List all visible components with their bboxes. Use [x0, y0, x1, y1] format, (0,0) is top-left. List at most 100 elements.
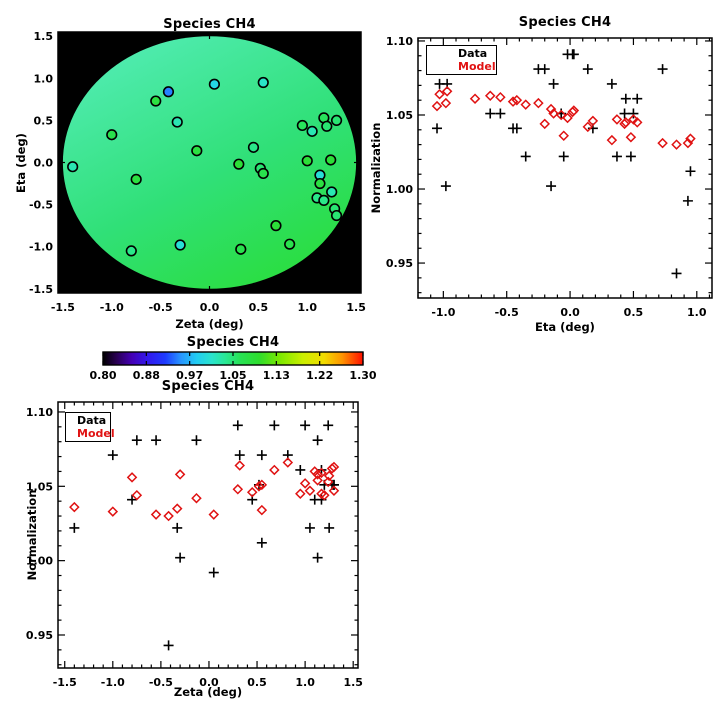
- data-point-plus: [163, 640, 174, 651]
- data-point-plus: [558, 151, 569, 162]
- map-point-circle: [125, 245, 137, 257]
- data-point-plus: [256, 537, 267, 548]
- data-point-plus: [606, 78, 617, 89]
- model-point-diamond: [619, 118, 630, 130]
- data-point-plus: [432, 123, 443, 134]
- model-point-diamond: [582, 121, 594, 133]
- model-point-diamond: [507, 96, 519, 107]
- x-axis-label: Zeta (deg): [173, 685, 243, 699]
- model-point-diamond: [495, 91, 506, 103]
- x-tick-label: -1.0: [100, 301, 124, 314]
- model-point-diamond: [520, 99, 531, 110]
- colorbar: 0.80 0.88 0.97 1.05 1.13 1.22 1.30: [89, 351, 377, 382]
- x-tick-label: 0.5: [249, 301, 269, 314]
- model-point-diamond: [246, 486, 258, 498]
- model-point-diamond: [469, 93, 481, 104]
- map-point-circle: [314, 177, 326, 190]
- data-point-plus: [568, 49, 579, 60]
- x-tick-label: -1.0: [431, 306, 455, 319]
- data-point-plus: [300, 420, 311, 431]
- model-point-diamond: [441, 86, 453, 97]
- data-point-plus: [312, 435, 323, 446]
- colorbar-tick-label: 1.05: [219, 369, 246, 382]
- model-point-diamond: [322, 476, 334, 488]
- y-tick-label: 0.95: [26, 629, 53, 642]
- model-point-diamond: [282, 457, 294, 468]
- data-point-plus: [485, 108, 496, 119]
- legend-model-label: Model: [458, 60, 496, 73]
- y-tick-label: 1.10: [26, 406, 53, 419]
- model-point-diamond: [234, 460, 245, 471]
- model-point-diamond: [150, 509, 162, 520]
- data-point-plus: [269, 420, 280, 431]
- map-point-circle: [321, 120, 333, 132]
- map-point-circle: [318, 194, 330, 206]
- colorbar-tick-label: 0.88: [133, 369, 160, 382]
- legend-data-label: Data: [77, 414, 107, 427]
- data-point-plus: [312, 552, 323, 563]
- data-point-plus: [191, 435, 202, 446]
- x-tick-label: -0.5: [149, 676, 173, 689]
- map-point-circle: [306, 125, 318, 137]
- y-tick-label: 1.05: [26, 480, 53, 493]
- x-tick-label: 1.0: [687, 306, 707, 319]
- colorbar-tick-label: 0.97: [176, 369, 203, 382]
- colorbar-tick-label: 1.30: [349, 369, 376, 382]
- model-point-diamond: [171, 503, 183, 514]
- y-tick-label: 0.0: [34, 157, 54, 170]
- map-point-circle: [325, 154, 337, 166]
- data-point-plus: [304, 522, 315, 533]
- legend-data-label: Data: [458, 47, 488, 60]
- x-tick-label: 1.5: [346, 301, 366, 314]
- x-tick-label: -1.5: [51, 301, 75, 314]
- model-point-diamond: [484, 90, 496, 102]
- data-point-plus: [324, 522, 335, 533]
- model-point-diamond: [304, 485, 316, 497]
- map-point-circle: [106, 129, 118, 141]
- model-point-diamond: [107, 506, 119, 517]
- model-point-diamond: [309, 466, 320, 477]
- model-point-diamond: [328, 485, 340, 497]
- data-point-plus: [234, 450, 245, 461]
- y-tick-label: 0.5: [34, 114, 54, 127]
- data-point-plus: [440, 181, 451, 192]
- model-point-diamond: [126, 472, 138, 483]
- model-point-diamond: [434, 89, 445, 100]
- data-point-plus: [208, 567, 219, 578]
- data-point-plus: [619, 108, 630, 119]
- map-point-circle: [296, 119, 308, 132]
- model-point-diamond: [657, 137, 668, 149]
- data-point-plus: [323, 420, 334, 431]
- x-tick-label: -1.0: [101, 676, 125, 689]
- model-point-diamond: [606, 134, 618, 146]
- map-point-circle: [174, 239, 186, 251]
- map-point-circle: [67, 161, 79, 173]
- model-point-diamond: [174, 469, 186, 480]
- y-tick-label: 0.95: [386, 257, 413, 270]
- model-point-diamond: [208, 509, 220, 520]
- map-point-circle: [162, 86, 175, 98]
- map-point-circle: [235, 243, 247, 255]
- model-point-diamond: [625, 131, 637, 143]
- map-point-circle: [330, 209, 343, 222]
- model-point-diamond: [558, 130, 569, 141]
- x-axis-label: Eta (deg): [535, 320, 595, 334]
- legend-model-label: Model: [77, 427, 115, 440]
- data-point-plus: [628, 108, 639, 119]
- model-point-diamond: [328, 461, 340, 473]
- y-tick-label: 1.5: [34, 30, 54, 43]
- data-point-plus: [546, 181, 557, 192]
- model-point-diamond: [431, 100, 443, 112]
- y-axis-label: Eta (deg): [14, 133, 28, 193]
- x-tick-label: 0.0: [560, 306, 580, 319]
- map-point-circle: [326, 186, 338, 198]
- model-point-diamond: [685, 133, 696, 144]
- data-point-plus: [632, 93, 643, 104]
- y-tick-label: 1.0: [34, 72, 54, 85]
- model-point-diamond: [299, 478, 311, 489]
- map-point-circle: [301, 155, 313, 167]
- colorbar-tick-label: 1.22: [306, 369, 333, 382]
- model-surface-disc: [62, 36, 357, 289]
- data-point-plus: [256, 450, 267, 461]
